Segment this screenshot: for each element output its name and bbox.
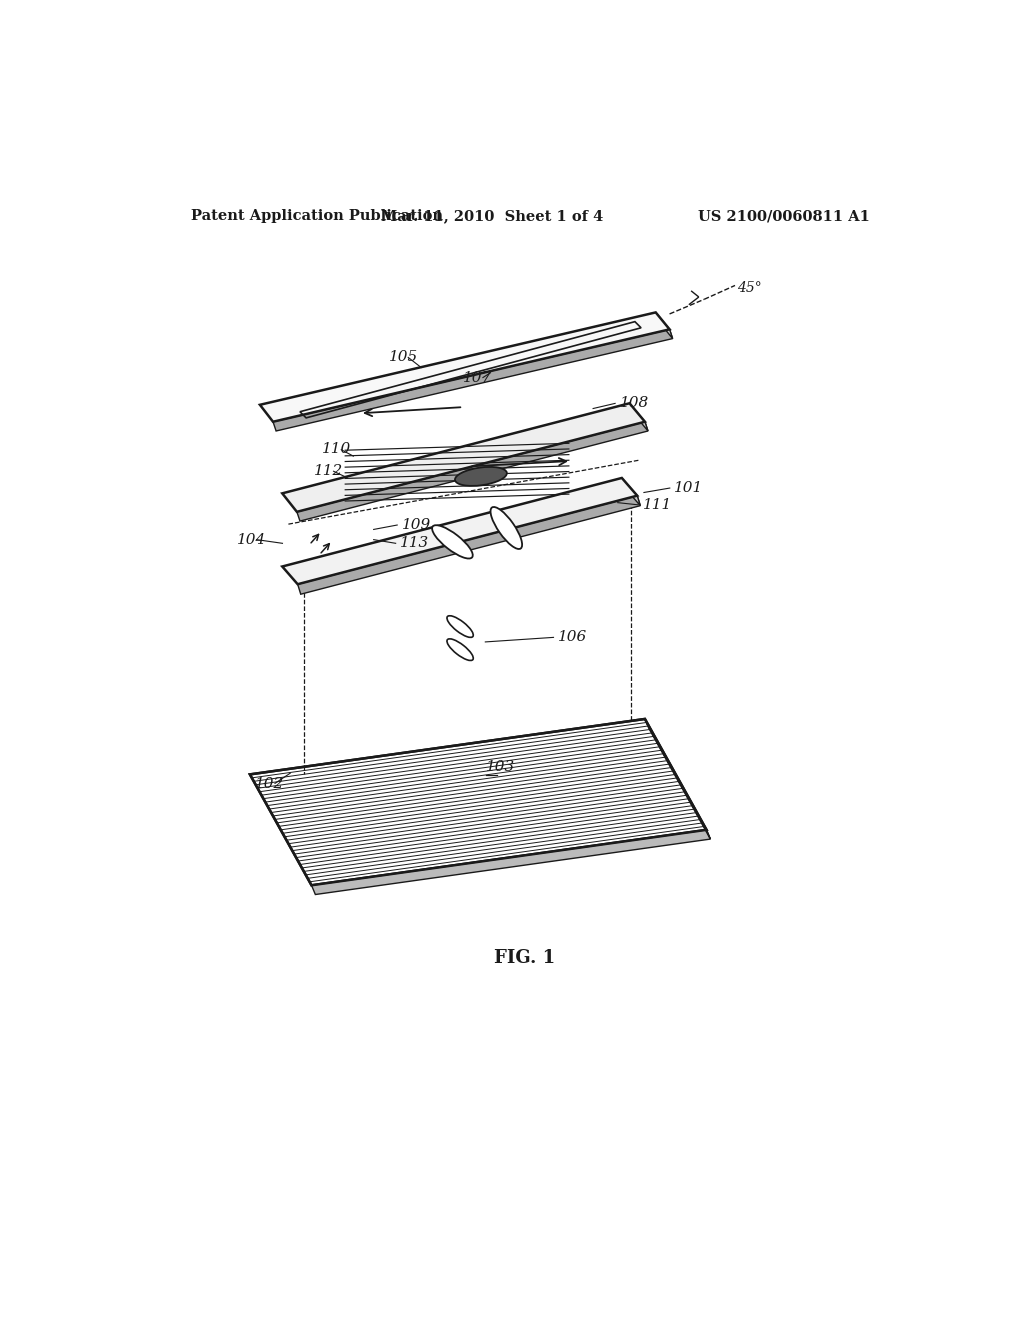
Polygon shape <box>273 330 673 430</box>
Text: 103: 103 <box>486 760 515 774</box>
Ellipse shape <box>446 615 473 638</box>
Text: Mar. 11, 2010  Sheet 1 of 4: Mar. 11, 2010 Sheet 1 of 4 <box>381 209 603 223</box>
Text: 102: 102 <box>255 776 285 791</box>
Ellipse shape <box>490 507 522 549</box>
Polygon shape <box>311 830 711 895</box>
Polygon shape <box>297 422 648 521</box>
Text: 108: 108 <box>620 396 649 411</box>
Text: 106: 106 <box>558 631 587 644</box>
Polygon shape <box>622 478 640 506</box>
Polygon shape <box>283 478 637 585</box>
Polygon shape <box>260 313 670 422</box>
Text: US 2100/0060811 A1: US 2100/0060811 A1 <box>698 209 869 223</box>
Text: 109: 109 <box>401 517 431 532</box>
Text: 107: 107 <box>463 371 493 385</box>
Polygon shape <box>250 719 707 886</box>
Ellipse shape <box>455 467 507 486</box>
Text: FIG. 1: FIG. 1 <box>495 949 555 966</box>
Text: Patent Application Publication: Patent Application Publication <box>190 209 442 223</box>
Polygon shape <box>655 313 673 339</box>
Text: 110: 110 <box>322 442 351 457</box>
Text: 111: 111 <box>643 498 672 512</box>
Ellipse shape <box>432 525 473 558</box>
Ellipse shape <box>446 639 473 660</box>
Polygon shape <box>298 496 640 594</box>
Text: 101: 101 <box>674 480 703 495</box>
Text: 105: 105 <box>388 350 418 364</box>
Polygon shape <box>645 719 711 840</box>
Text: 104: 104 <box>237 532 266 546</box>
Polygon shape <box>283 404 645 512</box>
Text: 112: 112 <box>313 465 343 478</box>
Text: 113: 113 <box>400 536 429 550</box>
Text: 45°: 45° <box>737 281 762 294</box>
Polygon shape <box>630 404 648 430</box>
